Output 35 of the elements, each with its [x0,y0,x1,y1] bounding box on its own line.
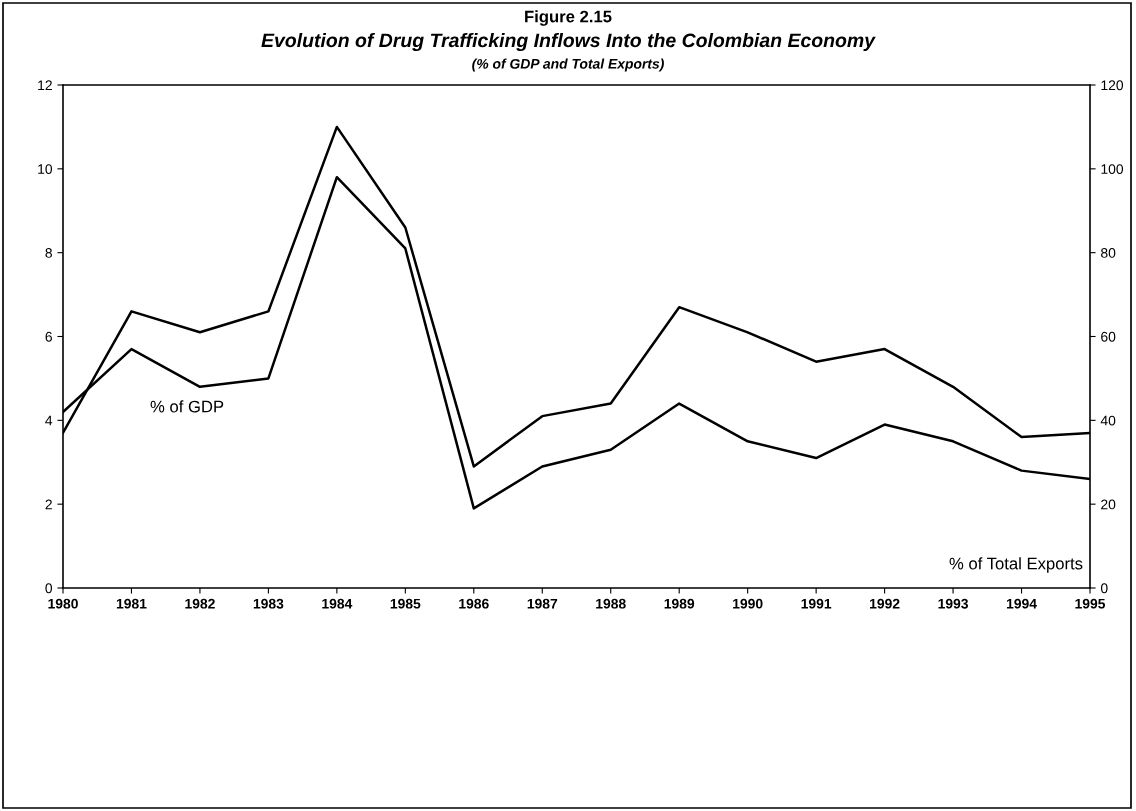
y2-tick-label: 40 [1100,415,1116,426]
y2-tick-label: 80 [1101,248,1116,258]
y2-tick-label: 20 [1101,499,1116,510]
y-tick-label: 0 [45,583,53,594]
x-tick-label: 1992 [870,598,900,609]
x-tick-label: 1994 [1006,598,1037,609]
y-tick-label: 4 [45,415,53,426]
x-tick-label: 1995 [1075,598,1106,609]
x-tick-label: 1986 [459,598,489,609]
text: (% of GDP and Total Exports) [472,58,664,72]
chart-subtitle: Evolution of Drug Trafficking Inflows Into the Colombian Economy [261,32,876,52]
x-tick-label: 1983 [253,598,284,609]
x-tick-label: 1988 [596,598,626,609]
y-tick-label: 6 [45,331,52,342]
y2-tick-label: 60 [1101,331,1116,342]
y2-tick-label: 100 [1101,164,1124,174]
y-tick-label: 12 [38,80,52,91]
y2-tick-label: 0 [1100,583,1108,594]
y-tick-label: 2 [45,499,52,510]
y2-tick-label: 120 [1101,80,1124,91]
x-tick-label: 1980 [48,598,78,609]
y-tick-label: 10 [38,164,53,174]
y-tick-label: 8 [45,248,52,258]
x-tick-label: 1991 [801,598,832,609]
x-tick-label: 1990 [733,598,763,609]
x-tick-label: 1987 [527,598,558,609]
annotation: % of GDP [150,400,224,413]
x-tick-label: 1985 [390,598,421,609]
x-tick-label: 1989 [664,598,695,609]
x-tick-label: 1993 [938,598,969,609]
x-tick-label: 1984 [322,598,353,609]
x-tick-label: 1981 [116,598,147,609]
x-tick-label: 1982 [185,598,215,609]
annotation: % of Total Exports [949,557,1083,573]
chart-title: Figure 2.15 [525,10,612,26]
